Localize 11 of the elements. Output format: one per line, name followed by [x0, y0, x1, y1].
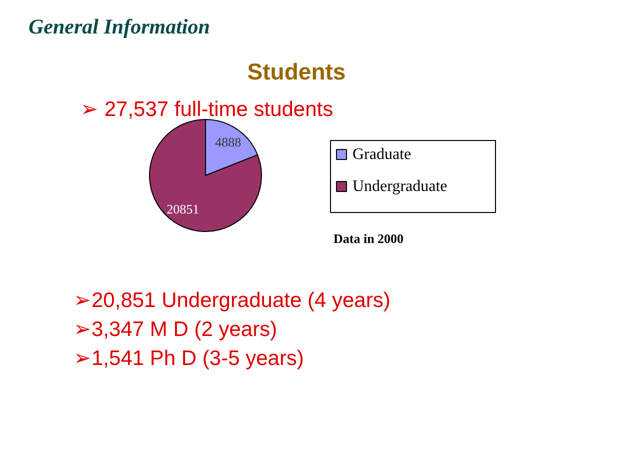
legend-label: Graduate — [352, 146, 412, 163]
legend-label: Undergraduate — [352, 178, 448, 195]
text: ➢3,347 M D (2 years) — [74, 318, 278, 341]
text: General Information — [28, 14, 210, 38]
chart-title: Students — [247, 58, 346, 84]
data-label: 20851 — [166, 201, 200, 216]
text: ➢ 27,537 full-time students — [80, 98, 334, 121]
data-label: 4888 — [215, 134, 242, 150]
text: ➢1,541 Ph D (3-5 years) — [74, 347, 304, 370]
text: ➢20,851 Undergraduate (4 years) — [74, 289, 390, 312]
text: Data in 2000 — [334, 231, 404, 246]
